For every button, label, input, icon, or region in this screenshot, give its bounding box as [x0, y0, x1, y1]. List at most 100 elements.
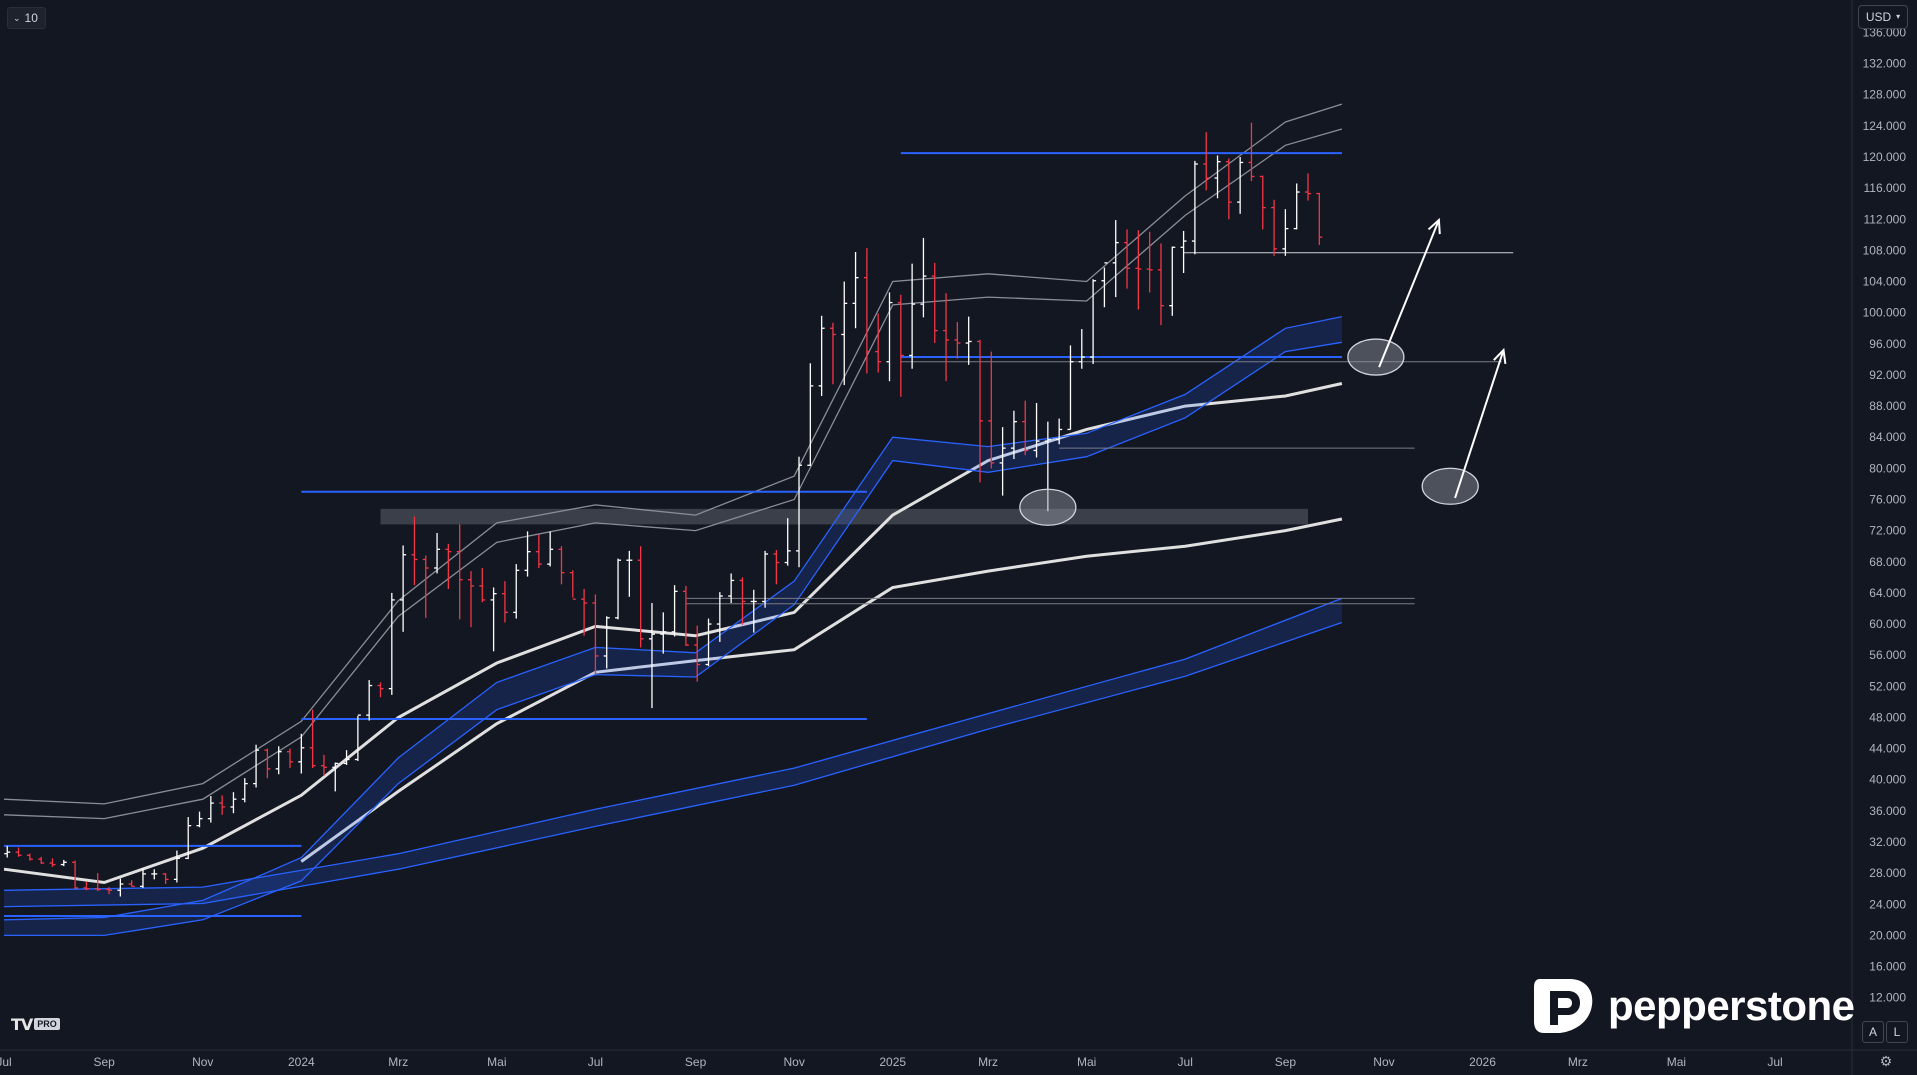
ohlc-bar: [479, 568, 486, 603]
ohlc-bar: [467, 571, 474, 628]
ohlc-bar: [829, 322, 836, 385]
highlight-circle: [1421, 467, 1479, 505]
y-tick-label: 128.000: [1863, 88, 1907, 102]
ohlc-bar: [422, 555, 429, 618]
x-tick-label: Sep: [94, 1055, 116, 1069]
y-tick-label: 80.000: [1869, 461, 1906, 475]
ohlc-bar: [411, 516, 418, 586]
y-tick-label: 64.000: [1869, 586, 1906, 600]
y-tick-label: 20.000: [1869, 928, 1906, 942]
y-tick-label: 76.000: [1869, 493, 1906, 507]
settings-gear-icon[interactable]: ⚙: [1879, 1053, 1893, 1069]
x-tick-label: Mai: [487, 1055, 506, 1069]
support-zone: [380, 508, 1309, 525]
ohlc-bar: [1056, 418, 1063, 445]
ohlc-bar: [1180, 230, 1187, 273]
tradingview-icon: TV: [11, 1014, 33, 1034]
pepperstone-logo-icon: [1534, 979, 1593, 1033]
x-tick-label: Mrz: [978, 1055, 998, 1069]
ohlc-bar: [60, 859, 67, 867]
ohlc-bar: [501, 581, 508, 623]
auto-scale-button[interactable]: A: [1862, 1021, 1884, 1043]
ohlc-bar: [1214, 155, 1221, 199]
ohlc-bar: [38, 856, 45, 864]
ohlc-bar: [637, 546, 644, 648]
ohlc-bar: [682, 585, 689, 646]
log-scale-button[interactable]: L: [1886, 1021, 1908, 1043]
ohlc-bar: [603, 616, 610, 669]
x-tick-label: Sep: [685, 1055, 707, 1069]
ohlc-bar: [671, 585, 678, 637]
x-tick-label: Jul: [1178, 1055, 1193, 1069]
tradingview-logo[interactable]: TV PRO: [11, 1014, 60, 1034]
y-tick-label: 24.000: [1869, 897, 1906, 911]
ma-band-lower: [3, 621, 1343, 908]
ohlc-bar: [1078, 329, 1085, 369]
ohlc-bar: [298, 733, 305, 774]
ohlc-bar: [988, 351, 995, 469]
ohlc-bar: [241, 778, 248, 803]
x-tick-label: Jul: [0, 1055, 12, 1069]
x-tick-label: Jul: [588, 1055, 603, 1069]
ohlc-bar: [354, 714, 361, 762]
brand-name: pepperstone: [1608, 982, 1855, 1029]
ohlc-bar: [1010, 410, 1017, 460]
arrow-line: [1454, 349, 1505, 499]
ohlc-bar: [558, 546, 565, 585]
ohlc-bar: [524, 531, 531, 577]
ohlc-bar: [660, 612, 667, 654]
y-tick-label: 68.000: [1869, 555, 1906, 569]
ohlc-bar: [1271, 199, 1278, 256]
currency-selector[interactable]: USD ▾: [1858, 5, 1908, 29]
ohlc-bar: [320, 754, 327, 776]
ohlc-bar: [1316, 192, 1323, 245]
ohlc-bar: [773, 550, 780, 585]
ohlc-bar: [490, 587, 497, 652]
interval-selector[interactable]: ⌄ 10: [7, 7, 46, 29]
ohlc-bar: [694, 625, 701, 682]
ohlc-bar: [434, 532, 441, 574]
x-tick-label: Sep: [1275, 1055, 1297, 1069]
ohlc-bar: [287, 748, 294, 769]
ohlc-bar: [943, 293, 950, 382]
ohlc-bar: [1157, 243, 1164, 326]
ohlc-bar: [976, 339, 983, 483]
ma-band-lower: [3, 128, 1343, 820]
ohlc-bar: [841, 281, 848, 386]
ohlc-bar: [909, 263, 916, 369]
y-tick-label: 120.000: [1863, 150, 1907, 164]
ohlc-bar: [83, 881, 90, 891]
ohlc-bar: [388, 592, 395, 695]
moving-average-line: [3, 382, 1343, 885]
ohlc-bar: [106, 887, 113, 895]
ohlc-bar: [863, 248, 870, 374]
ohlc-bar: [275, 746, 282, 775]
x-tick-label: Mai: [1077, 1055, 1096, 1069]
interval-label: 10: [24, 11, 38, 25]
ohlc-bar: [207, 796, 214, 823]
ohlc-bar: [1033, 402, 1040, 458]
ohlc-bar: [4, 845, 11, 858]
y-tick-label: 36.000: [1869, 804, 1906, 818]
x-tick-label: Jul: [1767, 1055, 1782, 1069]
ohlc-bar: [400, 545, 407, 632]
ohlc-bar: [366, 680, 373, 721]
ohlc-bar: [886, 292, 893, 382]
x-tick-label: Mrz: [388, 1055, 408, 1069]
ohlc-bar: [1067, 345, 1074, 431]
currency-label: USD: [1865, 10, 1892, 24]
chevron-down-icon: ▾: [1896, 12, 1901, 21]
y-tick-label: 96.000: [1869, 337, 1906, 351]
ohlc-bar: [1169, 246, 1176, 316]
ohlc-bar: [72, 860, 79, 889]
y-tick-label: 124.000: [1863, 119, 1907, 133]
ohlc-bar: [852, 251, 859, 329]
y-tick-label: 100.000: [1863, 306, 1907, 320]
ohlc-bar: [15, 847, 22, 857]
y-tick-label: 92.000: [1869, 368, 1906, 382]
ohlc-bar: [151, 869, 158, 880]
ohlc-bar: [1044, 421, 1051, 512]
pro-badge: PRO: [34, 1018, 60, 1030]
x-tick-label: Mai: [1667, 1055, 1686, 1069]
